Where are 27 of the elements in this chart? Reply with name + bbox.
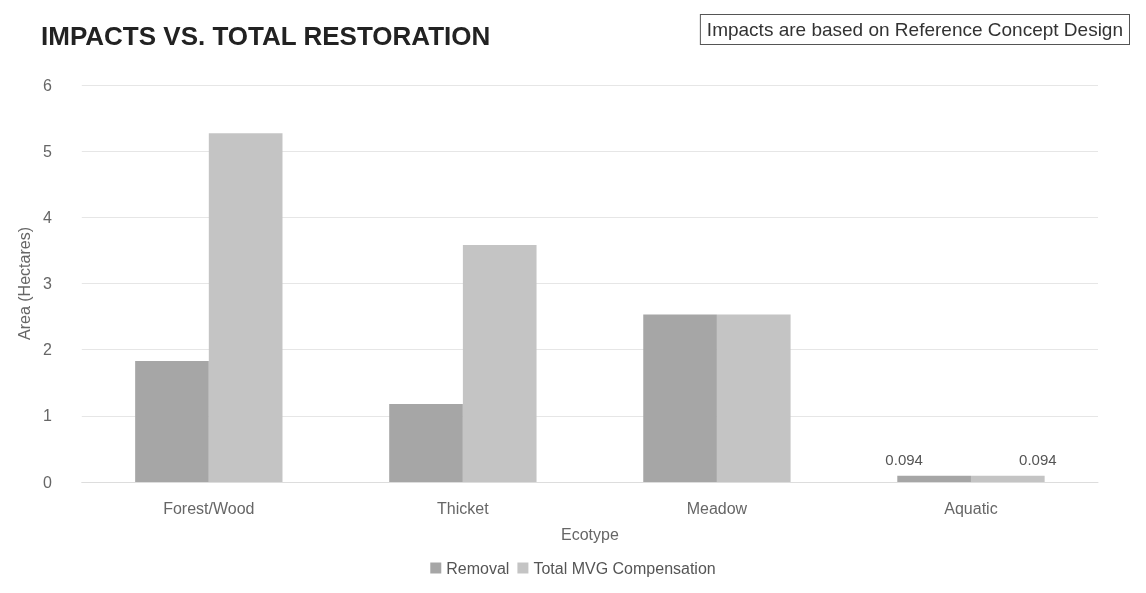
bar xyxy=(643,314,717,482)
data-label: 0.094 xyxy=(1019,450,1057,468)
y-tick-label: 1 xyxy=(42,407,52,425)
y-tick-label: 0 xyxy=(42,473,52,491)
x-axis-title: Ecotype xyxy=(560,525,619,543)
bar xyxy=(389,403,463,482)
x-tick-label: Meadow xyxy=(686,499,748,517)
y-tick-label: 6 xyxy=(42,76,52,94)
bar xyxy=(897,475,971,482)
legend-label: Total MVG Compensation xyxy=(533,559,716,577)
bar xyxy=(208,133,283,482)
bar xyxy=(716,314,791,482)
x-tick-label: Forest/Wood xyxy=(163,499,255,517)
y-tick-label: 3 xyxy=(42,275,52,292)
bar xyxy=(135,360,209,482)
chart-title: IMPACTS VS. TOTAL RESTORATION xyxy=(41,21,491,51)
x-tick-label: Aquatic xyxy=(944,499,998,517)
y-tick-label: 2 xyxy=(42,341,52,359)
y-tick-label: 5 xyxy=(42,142,52,160)
bar xyxy=(462,245,537,482)
y-axis-title: Area (Hectares) xyxy=(15,227,33,340)
bar xyxy=(970,475,1045,482)
data-label: 0.094 xyxy=(885,450,923,468)
text: Impacts are based on Reference Concept Design xyxy=(706,19,1124,40)
y-tick-label: 4 xyxy=(42,208,52,226)
x-tick-label: Thicket xyxy=(437,499,490,517)
legend-label: Removal xyxy=(446,559,510,577)
